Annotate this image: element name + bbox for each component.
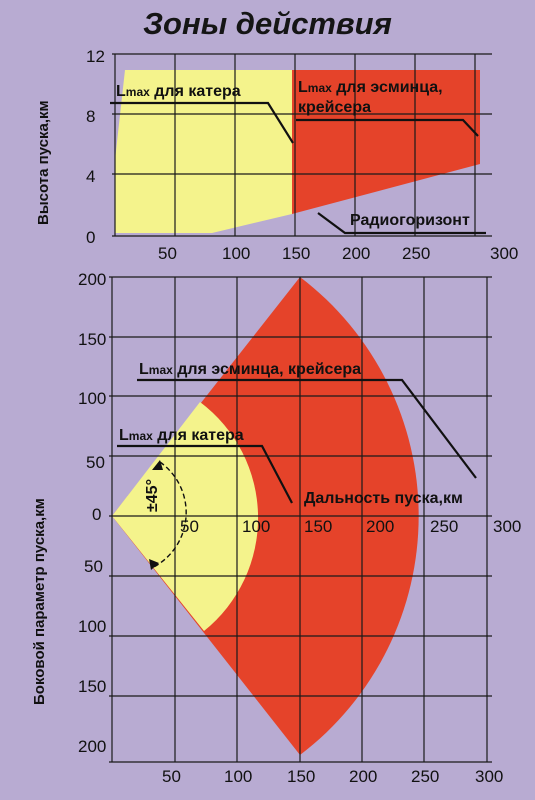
bottom-y-tick-100-up: 100 bbox=[78, 389, 106, 408]
bottom-boat-label: Lmax для катера bbox=[119, 427, 244, 444]
page-title: Зоны действия bbox=[143, 6, 392, 41]
top-y-tick-8: 8 bbox=[86, 107, 95, 126]
bottom-mid-x-tick-250: 250 bbox=[430, 517, 458, 536]
bottom-y-tick-200-down: 200 bbox=[78, 737, 106, 756]
bottom-grid bbox=[109, 276, 492, 763]
top-destroyer-zone bbox=[292, 70, 480, 214]
top-x-tick-50: 50 bbox=[158, 244, 177, 263]
top-y-tick-4: 4 bbox=[86, 167, 95, 186]
bottom-x-tick-250: 250 bbox=[411, 767, 439, 786]
top-horizon-leader bbox=[317, 212, 486, 235]
top-destroyer-leader bbox=[296, 118, 479, 137]
angle-arrow-top bbox=[152, 460, 163, 470]
bottom-x-tick-50: 50 bbox=[162, 767, 181, 786]
bottom-mid-x-tick-50: 50 bbox=[180, 517, 199, 536]
bottom-mid-x-tick-150: 150 bbox=[304, 517, 332, 536]
bottom-y-tick-50-down: 50 bbox=[84, 557, 103, 576]
bottom-chart: ±45° Lmax для эсминца, крейсера Lmax для… bbox=[31, 270, 521, 786]
top-x-tick-150: 150 bbox=[282, 244, 310, 263]
bottom-y-tick-150-down: 150 bbox=[78, 677, 106, 696]
top-x-tick-100: 100 bbox=[222, 244, 250, 263]
top-horizon-label: Радиогоризонт bbox=[350, 212, 470, 229]
top-y-tick-12: 12 bbox=[86, 47, 105, 66]
bottom-y-tick-50-up: 50 bbox=[86, 453, 105, 472]
top-destroyer-label: Lmax для эсминца, bbox=[298, 79, 443, 96]
bottom-x-tick-150: 150 bbox=[287, 767, 315, 786]
bottom-mid-x-tick-200: 200 bbox=[366, 517, 394, 536]
top-boat-label: Lmax для катера bbox=[116, 83, 241, 100]
top-x-tick-200: 200 bbox=[342, 244, 370, 263]
bottom-y-tick-200-up: 200 bbox=[78, 270, 106, 289]
bottom-boat-leader bbox=[117, 444, 293, 504]
bottom-range-label: Дальность пуска,км bbox=[304, 490, 463, 507]
top-x-tick-250: 250 bbox=[402, 244, 430, 263]
bottom-x-tick-300: 300 bbox=[475, 767, 503, 786]
bottom-x-tick-100: 100 bbox=[224, 767, 252, 786]
top-chart: Lmax для катера Lmax для эсминца, крейсе… bbox=[35, 47, 518, 263]
top-x-tick-300: 300 bbox=[490, 244, 518, 263]
bottom-destroyer-leader bbox=[137, 378, 477, 479]
top-boat-leader bbox=[110, 101, 294, 144]
bottom-y-tick-150-up: 150 bbox=[78, 330, 106, 349]
bottom-y-tick-0: 0 bbox=[92, 505, 101, 524]
bottom-mid-x-tick-100: 100 bbox=[242, 517, 270, 536]
angle-arrow-bottom bbox=[149, 559, 159, 570]
top-y-tick-0: 0 bbox=[86, 228, 95, 247]
top-boat-zone bbox=[115, 70, 292, 233]
angle-arc bbox=[151, 461, 187, 569]
angle-label: ±45° bbox=[144, 479, 161, 512]
top-grid bbox=[112, 53, 492, 237]
top-y-axis-label: Высота пуска,км bbox=[35, 100, 52, 225]
bottom-mid-x-tick-300: 300 bbox=[493, 517, 521, 536]
bottom-x-tick-200: 200 bbox=[349, 767, 377, 786]
top-destroyer-label-line2: крейсера bbox=[298, 99, 371, 116]
bottom-destroyer-label: Lmax для эсминца, крейсера bbox=[139, 361, 361, 378]
bottom-y-axis-label: Боковой параметр пуска,км bbox=[31, 498, 48, 705]
bottom-y-tick-100-down: 100 bbox=[78, 617, 106, 636]
